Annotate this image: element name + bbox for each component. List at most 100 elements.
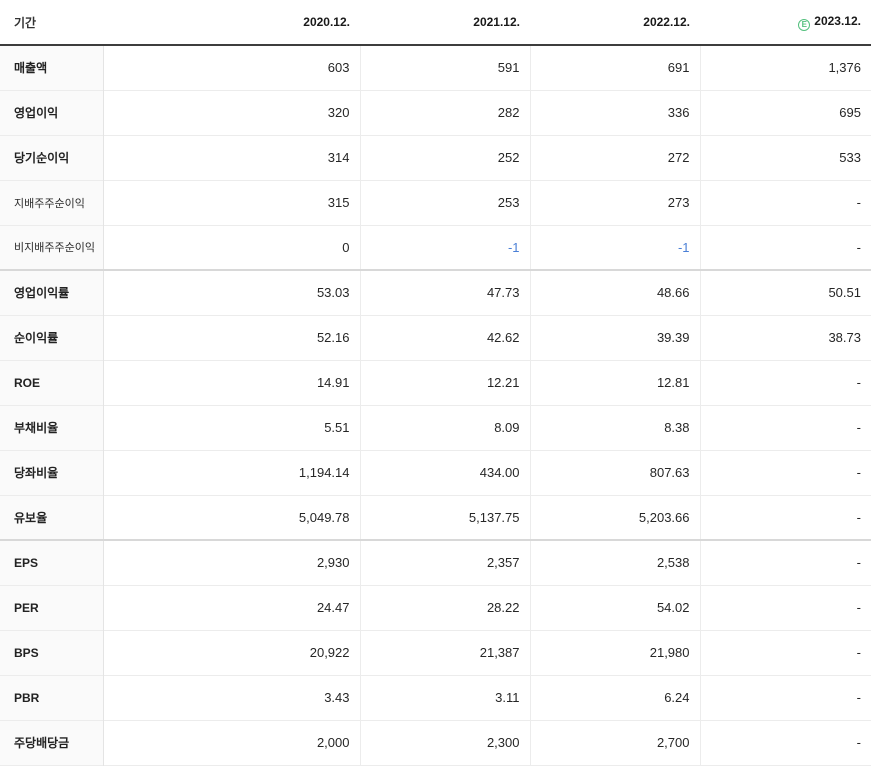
table-row: ROE 14.91 12.21 12.81- bbox=[0, 360, 871, 405]
table-row: 주당배당금 2,000 2,300 2,700- bbox=[0, 720, 871, 765]
metric-value: -1 bbox=[529, 225, 700, 270]
metric-value: - bbox=[699, 630, 871, 675]
estimate-icon: E bbox=[798, 18, 811, 31]
table-row: BPS 20,922 21,387 21,980- bbox=[0, 630, 871, 675]
table-row: 당좌비율 1,194.14 434.00 807.63- bbox=[0, 450, 871, 495]
year-header-2022: 2022.12. bbox=[530, 0, 700, 46]
period-header-cell: 기간 bbox=[0, 0, 103, 46]
metric-value: 14.91 bbox=[316, 375, 350, 390]
metric-value: 2,300 bbox=[359, 720, 530, 765]
metric-value: 39.39 bbox=[529, 315, 700, 360]
metric-value: 12.81 bbox=[529, 360, 700, 405]
metric-value: 272 bbox=[529, 135, 700, 180]
metric-value: 47.73 bbox=[359, 270, 530, 315]
metric-value: 2,700 bbox=[529, 720, 700, 765]
table-row: EPS 2,930 2,357 2,538- bbox=[0, 540, 871, 585]
table-header: 기간 2020.12. 2021.12. 2022.12. E 2023.12. bbox=[0, 0, 871, 46]
metric-value: - bbox=[699, 495, 871, 540]
metric-value: 28.22 bbox=[359, 585, 530, 630]
metric-value: 1,376 bbox=[699, 45, 871, 90]
year-header-2020: 2020.12. bbox=[103, 0, 360, 46]
header-row: 기간 2020.12. 2021.12. 2022.12. E 2023.12. bbox=[0, 0, 871, 46]
metric-value: 252 bbox=[359, 135, 530, 180]
metric-value: 2,000 bbox=[316, 735, 350, 750]
metric-label: 부채비율 bbox=[0, 405, 104, 450]
metric-value: - bbox=[699, 720, 871, 765]
metric-label: PBR bbox=[0, 675, 104, 720]
table-row: 당기순이익 314 252 272 533 bbox=[0, 135, 871, 180]
metric-value: 53.03 bbox=[316, 285, 350, 301]
metric-value: 1,194.14 bbox=[298, 465, 350, 480]
year-header-2023-label: 2023.12. bbox=[814, 13, 861, 28]
metric-label: 당좌비율 bbox=[0, 450, 104, 495]
table-row: 영업이익 320 282 336 695 bbox=[0, 90, 871, 135]
metric-value: 3.43 bbox=[324, 690, 350, 705]
metric-value: - bbox=[699, 540, 871, 585]
metric-value: 315 bbox=[327, 195, 350, 210]
metric-value: 533 bbox=[699, 135, 871, 180]
metric-label: 영업이익 bbox=[0, 90, 104, 135]
metric-value: 21,387 bbox=[359, 630, 530, 675]
table-row: 순이익률 52.16 42.62 39.39 38.73 bbox=[0, 315, 871, 360]
metric-value: 282 bbox=[359, 90, 530, 135]
metric-label: 당기순이익 bbox=[0, 135, 104, 180]
metric-value: - bbox=[699, 675, 871, 720]
metric-value: 24.47 bbox=[316, 600, 350, 615]
year-header-2021: 2021.12. bbox=[360, 0, 530, 46]
metric-value: 807.63 bbox=[529, 450, 700, 495]
metric-value: 591 bbox=[359, 45, 530, 90]
metric-value: 3.11 bbox=[359, 675, 530, 720]
metric-label: 영업이익률 bbox=[0, 270, 104, 315]
metric-value: 8.09 bbox=[359, 405, 530, 450]
metric-value: 50.51 bbox=[699, 270, 871, 315]
metric-label: 순이익률 bbox=[0, 315, 104, 360]
table-row: PBR 3.43 3.11 6.24- bbox=[0, 675, 871, 720]
metric-value: 0 bbox=[342, 239, 350, 255]
metric-value: 320 bbox=[327, 105, 350, 120]
metric-value: 2,357 bbox=[359, 540, 530, 585]
metric-value: 5,203.66 bbox=[529, 495, 700, 540]
table-row: 지배주주순이익 315 253 273- bbox=[0, 180, 871, 225]
table-row: 매출액 603 591 691 1,376 bbox=[0, 45, 871, 90]
metric-value: - bbox=[699, 225, 871, 270]
metric-value: - bbox=[699, 360, 871, 405]
metric-value: 2,930 bbox=[316, 555, 350, 571]
metric-label: 매출액 bbox=[0, 45, 104, 90]
table-body: 매출액 603 591 691 1,376 영업이익 320 282 336 695 당기순이익 31… bbox=[0, 45, 871, 765]
metric-value: 42.62 bbox=[359, 315, 530, 360]
metric-value: 38.73 bbox=[699, 315, 871, 360]
metric-label: 주당배당금 bbox=[0, 720, 104, 765]
metric-value: 5,049.78 bbox=[298, 509, 350, 525]
metric-value: - bbox=[699, 180, 871, 225]
metric-value: - bbox=[699, 405, 871, 450]
metric-label: BPS bbox=[0, 630, 104, 675]
metric-value: 691 bbox=[529, 45, 700, 90]
metric-value: 5.51 bbox=[324, 420, 350, 435]
metric-value: 695 bbox=[699, 90, 871, 135]
metric-value: 48.66 bbox=[529, 270, 700, 315]
metric-label: ROE bbox=[0, 360, 104, 405]
metric-value: -1 bbox=[359, 225, 530, 270]
metric-value: 21,980 bbox=[529, 630, 700, 675]
metric-value: 336 bbox=[529, 90, 700, 135]
table-row: 부채비율 5.51 8.09 8.38- bbox=[0, 405, 871, 450]
metric-value: - bbox=[699, 585, 871, 630]
metric-label: 지배주주순이익 bbox=[0, 180, 104, 225]
metric-value: 603 bbox=[327, 60, 350, 76]
metric-value: 314 bbox=[327, 150, 350, 165]
metric-value: 2,538 bbox=[529, 540, 700, 585]
metric-label: EPS bbox=[0, 540, 104, 585]
metric-value: 8.38 bbox=[529, 405, 700, 450]
year-header-2023-estimate: E 2023.12. bbox=[700, 0, 871, 46]
metric-value: 434.00 bbox=[359, 450, 530, 495]
metric-value: 6.24 bbox=[529, 675, 700, 720]
metric-value: 12.21 bbox=[359, 360, 530, 405]
table-row: 비지배주주순이익 0 -1 -1- bbox=[0, 225, 871, 270]
metric-label: 유보율 bbox=[0, 495, 104, 540]
metric-label: PER bbox=[0, 585, 104, 630]
metric-value: 273 bbox=[529, 180, 700, 225]
metric-value: 5,137.75 bbox=[359, 495, 530, 540]
metric-value: 20,922 bbox=[309, 645, 350, 660]
table-row: 유보율 5,049.78 5,137.75 5,203.66- bbox=[0, 495, 871, 540]
